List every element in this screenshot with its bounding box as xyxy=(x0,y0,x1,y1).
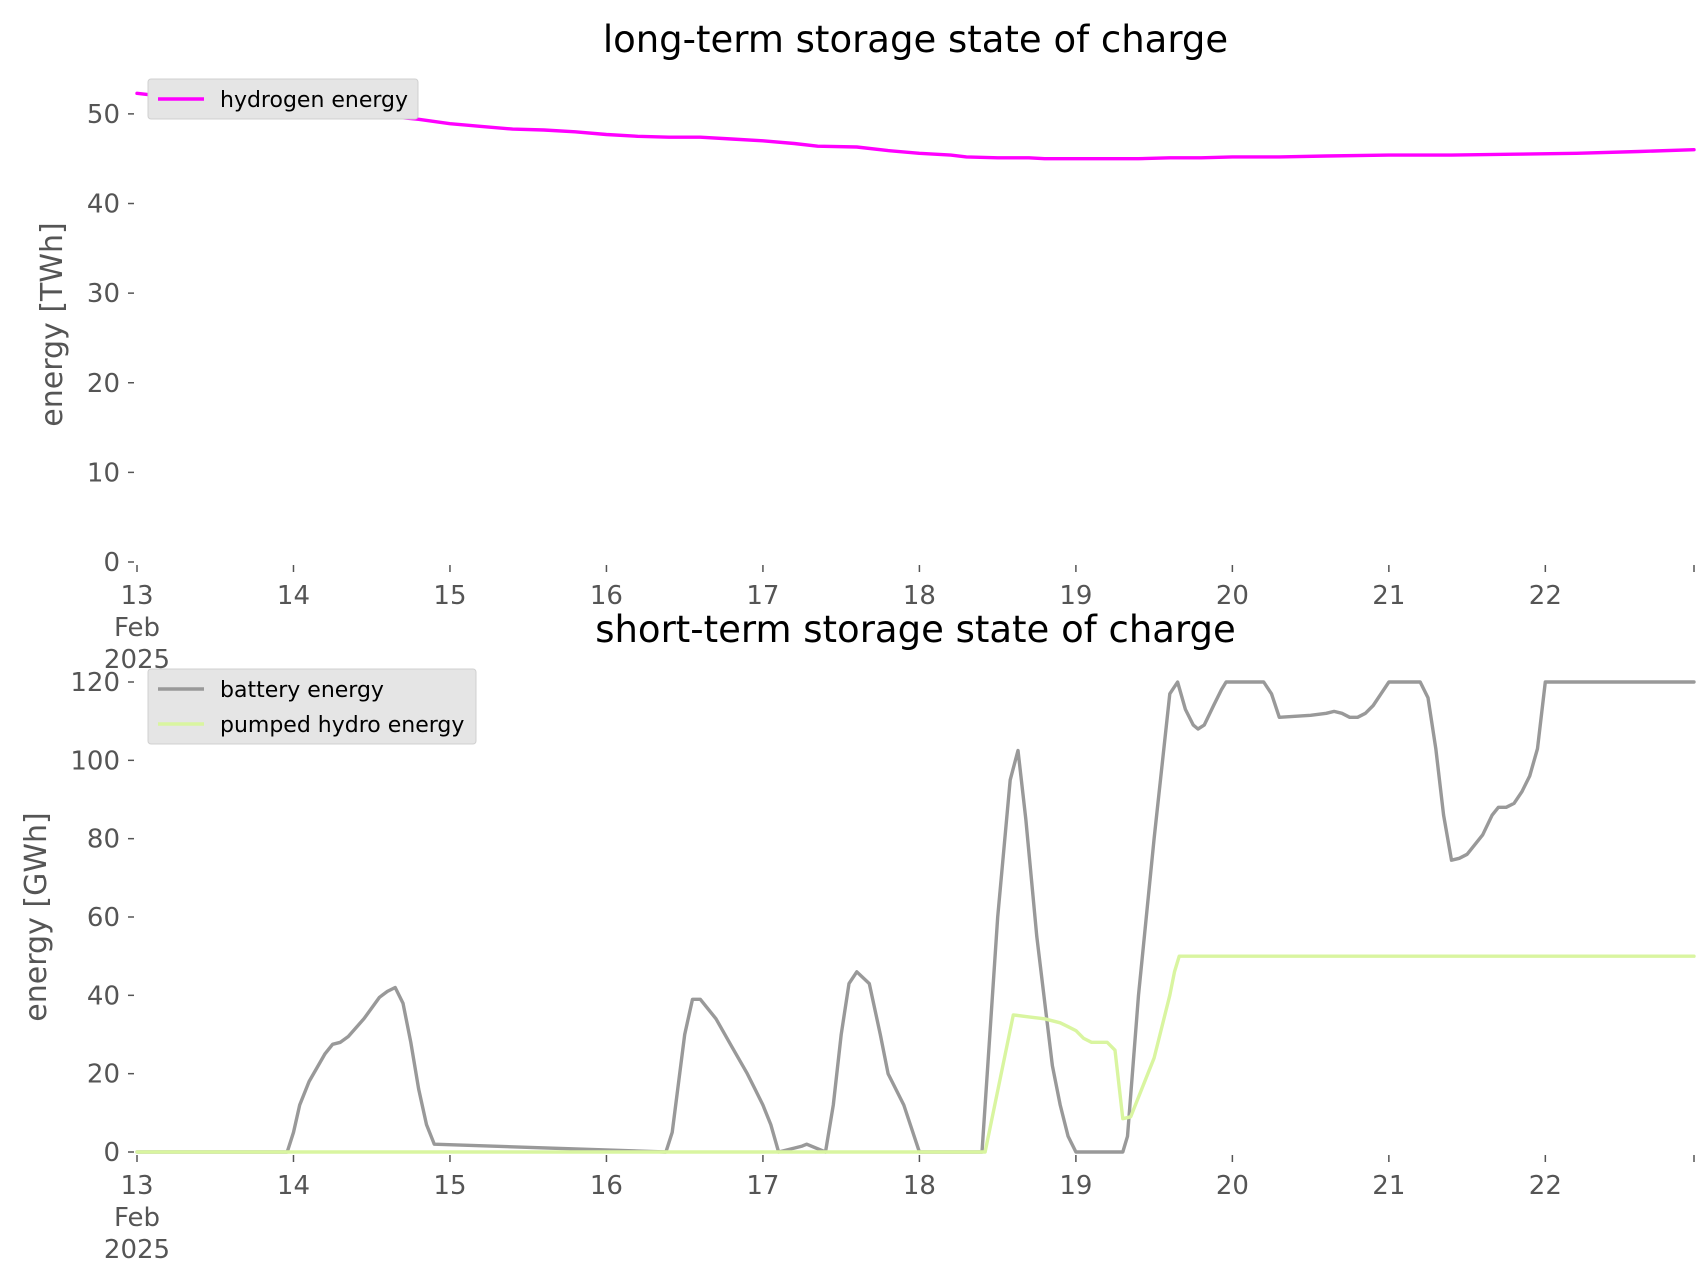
x-tick-label-line: 17 xyxy=(746,581,779,611)
series-line xyxy=(135,680,1696,1154)
y-axis-label: energy [GWh] xyxy=(19,812,54,1021)
y-tick-label: 20 xyxy=(87,1060,120,1090)
x-tick-label-line: 14 xyxy=(277,1171,310,1201)
x-tick-label-line: 17 xyxy=(746,1171,779,1201)
x-tick-label: 16 xyxy=(590,1171,623,1201)
x-tick-label: 15 xyxy=(433,1171,466,1201)
series-line xyxy=(135,954,1696,1154)
y-tick-label: 100 xyxy=(70,746,120,776)
legend-label: hydrogen energy xyxy=(220,88,408,113)
x-tick-label-line: 15 xyxy=(433,1171,466,1201)
y-tick-label: 0 xyxy=(103,548,120,578)
x-tick-label: 14 xyxy=(277,1171,310,1201)
x-tick-label-line: 16 xyxy=(590,581,623,611)
x-tick-label-line: 21 xyxy=(1372,581,1405,611)
x-tick-label: 22 xyxy=(1529,581,1562,611)
x-tick-label-line: 2025 xyxy=(104,1235,170,1265)
x-tick-label: 17 xyxy=(746,581,779,611)
x-tick-label: 19 xyxy=(1059,581,1092,611)
legend-box xyxy=(147,668,477,745)
x-tick-label: 21 xyxy=(1372,581,1405,611)
x-tick-label: 22 xyxy=(1529,1171,1562,1201)
x-tick-label-line: 19 xyxy=(1059,581,1092,611)
chart-title: short-term storage state of charge xyxy=(595,608,1236,651)
y-tick-label: 120 xyxy=(70,668,120,698)
short-term-storage-panel: short-term storage state of charge energy… xyxy=(19,608,1696,1265)
y-tick-label: 50 xyxy=(87,100,120,130)
x-tick-label: 18 xyxy=(903,581,936,611)
x-tick-label-line: 19 xyxy=(1059,1171,1092,1201)
x-tick-label: 15 xyxy=(433,581,466,611)
y-tick-label: 0 xyxy=(103,1138,120,1168)
y-axis-label: energy [TWh] xyxy=(35,222,70,426)
x-tick-label: 20 xyxy=(1216,581,1249,611)
x-tick-label-line: 13 xyxy=(120,581,153,611)
x-tick-label-line: 15 xyxy=(433,581,466,611)
x-tick-label: 13 Feb 2025 xyxy=(104,1171,170,1265)
x-tick-label-line: 20 xyxy=(1216,1171,1249,1201)
legend-label: pumped hydro energy xyxy=(220,713,464,738)
x-tick-label-line: 14 xyxy=(277,581,310,611)
y-tick-label: 40 xyxy=(87,190,120,220)
x-tick-label-line: 22 xyxy=(1529,581,1562,611)
x-tick-label-line: 21 xyxy=(1372,1171,1405,1201)
x-tick-label-line: 18 xyxy=(903,1171,936,1201)
x-tick-label-line: Feb xyxy=(114,1203,160,1233)
x-tick-label: 19 xyxy=(1059,1171,1092,1201)
x-tick-label: 18 xyxy=(903,1171,936,1201)
x-tick-label-line: 20 xyxy=(1216,581,1249,611)
x-tick-label-line: 16 xyxy=(590,1171,623,1201)
x-tick-label-line: 18 xyxy=(903,581,936,611)
x-tick-label-line: Feb xyxy=(114,613,160,643)
x-tick-label: 16 xyxy=(590,581,623,611)
y-tick-label: 60 xyxy=(87,903,120,933)
x-tick-label: 14 xyxy=(277,581,310,611)
chart-title: long-term storage state of charge xyxy=(603,18,1228,61)
legend-label: battery energy xyxy=(220,678,384,703)
y-tick-label: 80 xyxy=(87,825,120,855)
x-tick-label-line: 22 xyxy=(1529,1171,1562,1201)
long-term-storage-panel: long-term storage state of charge energy … xyxy=(35,18,1696,675)
x-tick-label: 17 xyxy=(746,1171,779,1201)
x-tick-label: 21 xyxy=(1372,1171,1405,1201)
y-tick-label: 10 xyxy=(87,458,120,488)
x-tick-label: 13 Feb 2025 xyxy=(104,581,170,675)
legend-box xyxy=(147,78,419,120)
y-tick-label: 40 xyxy=(87,981,120,1011)
x-tick-label-line: 13 xyxy=(120,1171,153,1201)
x-tick-label: 20 xyxy=(1216,1171,1249,1201)
y-tick-label: 30 xyxy=(87,279,120,309)
y-tick-label: 20 xyxy=(87,369,120,399)
series-line xyxy=(135,91,1696,161)
